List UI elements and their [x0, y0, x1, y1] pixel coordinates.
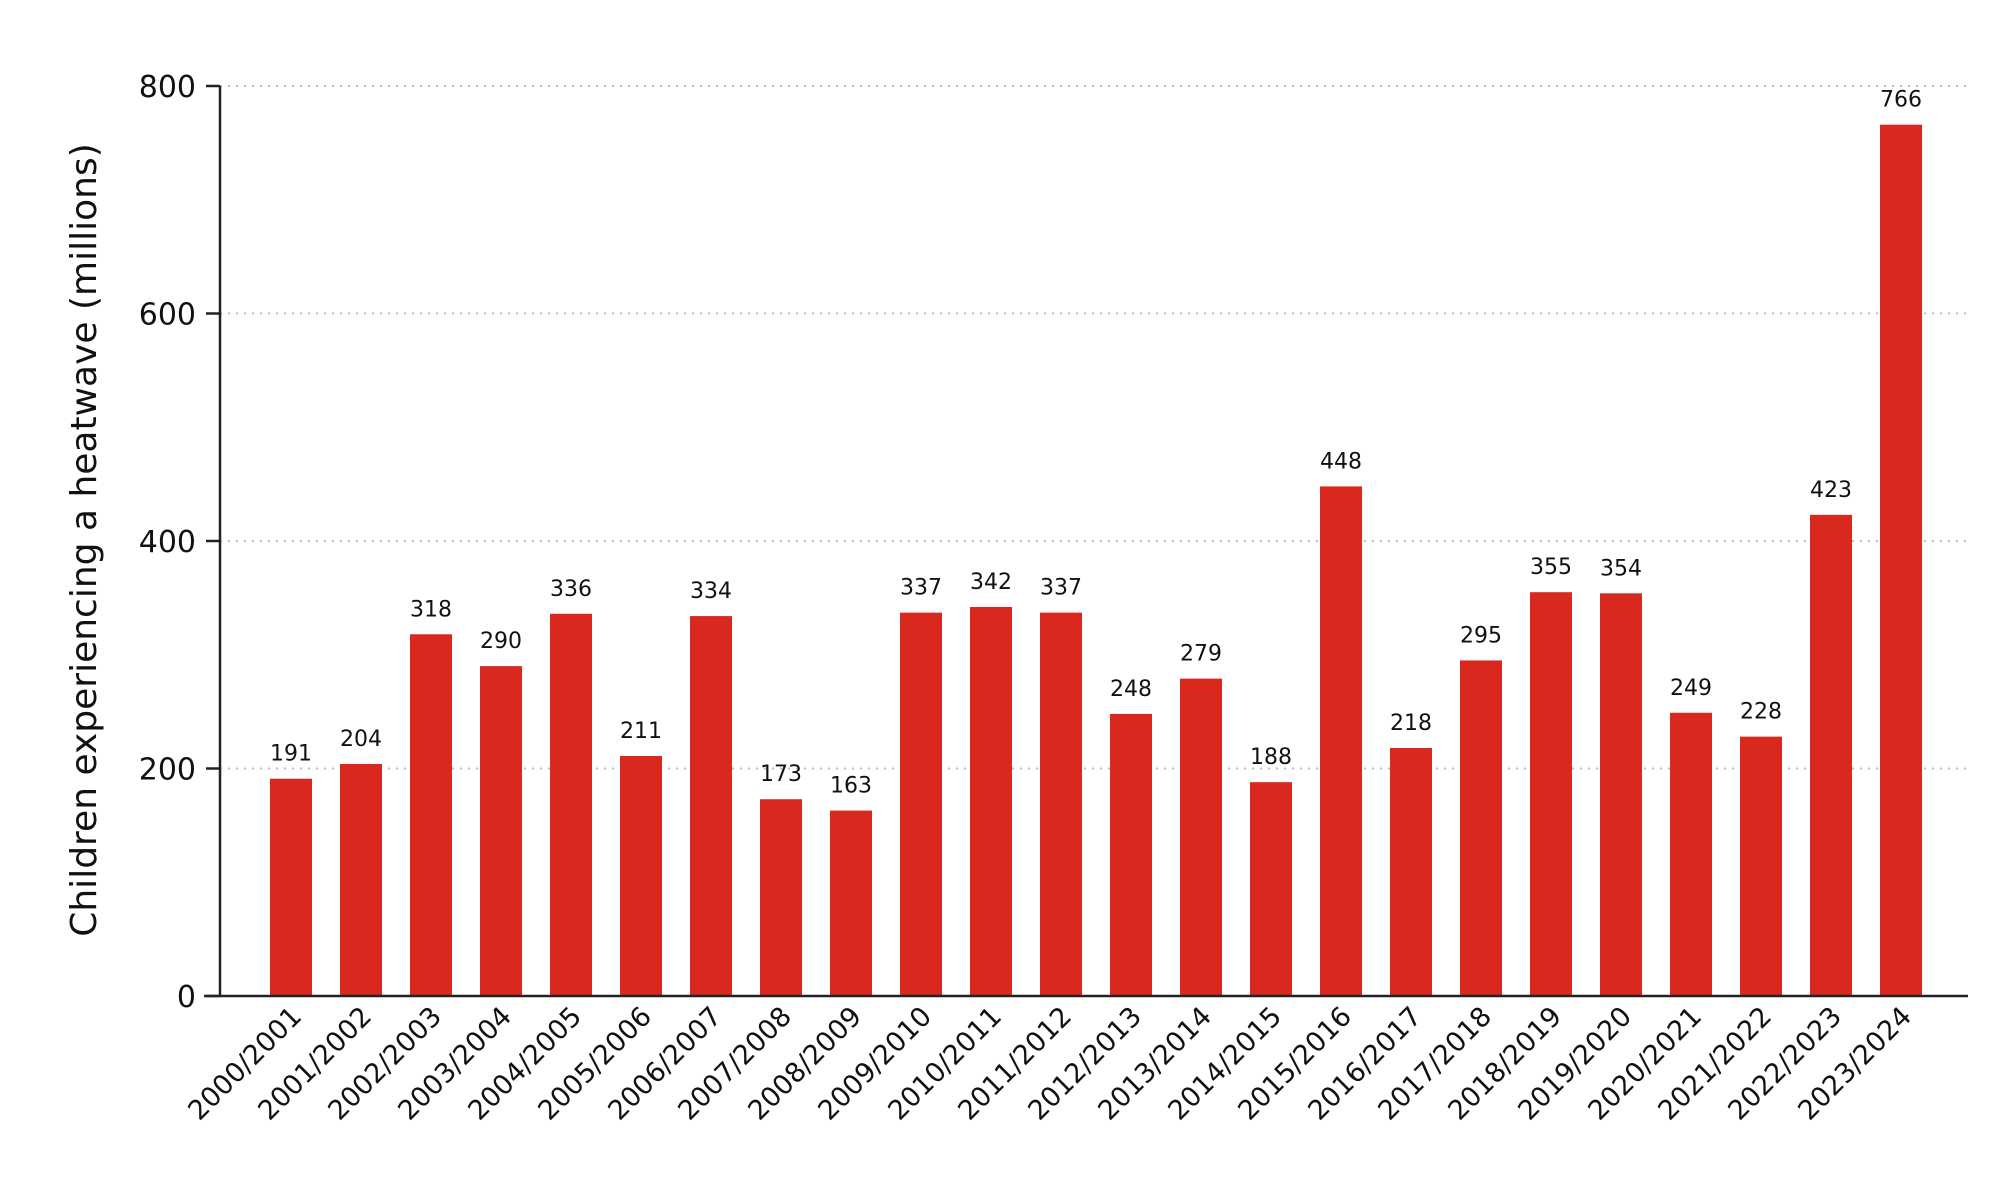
bar [1810, 514, 1852, 996]
bar [1460, 660, 1502, 996]
y-tick-labels: 0 200 400 600 800 [139, 70, 196, 1015]
bar [1530, 592, 1572, 996]
data-label: 318 [410, 597, 452, 622]
bar [270, 778, 312, 996]
data-label: 228 [1740, 700, 1782, 725]
bars [270, 124, 1922, 997]
data-label: 204 [340, 727, 382, 752]
data-labels: 191 204 318 290 336 211 334 173 163 337 342 337 248 2… [270, 88, 1922, 799]
data-label: 173 [760, 762, 802, 787]
bar [830, 810, 872, 996]
bar [1880, 124, 1922, 997]
y-tick-label: 0 [177, 980, 196, 1015]
data-label: 248 [1110, 677, 1152, 702]
bar [970, 606, 1012, 996]
bar [1110, 713, 1152, 996]
data-label: 342 [970, 570, 1012, 595]
bar [1250, 782, 1292, 996]
data-label: 295 [1460, 623, 1502, 648]
bar [550, 613, 592, 996]
data-label: 249 [1670, 676, 1712, 701]
bar [1600, 593, 1642, 996]
axes [204, 84, 1968, 998]
y-tick-label: 800 [139, 70, 196, 105]
y-tick-label: 200 [139, 753, 196, 788]
data-label: 290 [480, 629, 522, 654]
data-label: 211 [620, 719, 662, 744]
y-axis-title: Children experiencing a heatwave (millio… [64, 143, 105, 937]
data-label: 423 [1810, 478, 1852, 503]
data-label: 354 [1600, 556, 1642, 581]
bar [760, 799, 802, 996]
y-tick-label: 400 [139, 525, 196, 560]
bar [1040, 612, 1082, 996]
data-label: 279 [1180, 642, 1222, 667]
data-label: 337 [1040, 576, 1082, 601]
bar [1320, 486, 1362, 996]
bar [340, 763, 382, 996]
y-tick-label: 600 [139, 298, 196, 333]
data-label: 334 [690, 579, 732, 604]
data-label: 337 [900, 576, 942, 601]
data-label: 191 [270, 742, 312, 767]
bar [1740, 736, 1782, 996]
bar [1180, 678, 1222, 996]
data-label: 355 [1530, 555, 1572, 580]
data-label: 448 [1320, 449, 1362, 474]
bar [410, 634, 452, 996]
data-label: 336 [550, 577, 592, 602]
bar [900, 612, 942, 996]
data-label: 218 [1390, 711, 1432, 736]
bar [620, 755, 662, 996]
bar [690, 616, 732, 996]
data-label: 766 [1880, 88, 1922, 113]
data-label: 188 [1250, 745, 1292, 770]
data-label: 163 [830, 774, 872, 799]
bar [480, 666, 522, 996]
x-tick-labels: 2000/20012001/20022002/20032003/20042004… [182, 1001, 1918, 1127]
bar [1390, 748, 1432, 996]
bar [1670, 712, 1712, 996]
